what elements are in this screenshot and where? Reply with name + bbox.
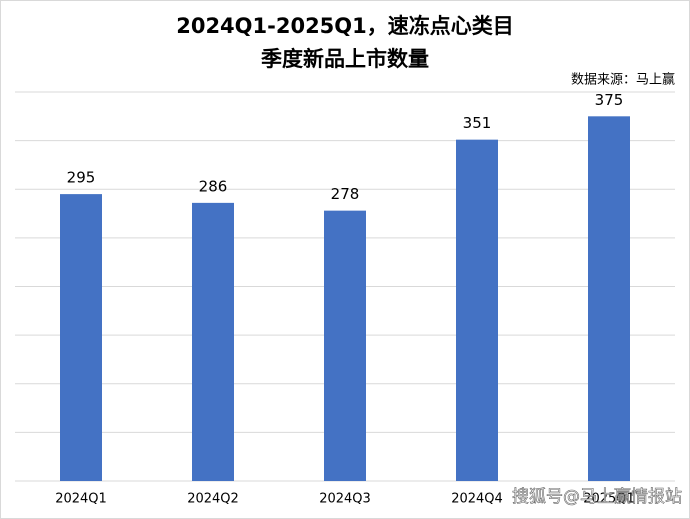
data-label: 375 (595, 91, 624, 109)
x-tick-label: 2025Q1 (583, 492, 635, 507)
watermark: 搜狐号@马上赢情报站 (512, 487, 682, 507)
x-tick-label: 2024Q2 (187, 492, 239, 507)
bar (456, 139, 498, 481)
chart-subtitle: 季度新品上市数量 (261, 47, 429, 71)
source-note: 数据来源：马上赢 (571, 72, 675, 88)
chart-title: 2024Q1-2025Q1，速冻点心类目 (176, 14, 514, 38)
x-tick-label: 2024Q1 (55, 492, 107, 507)
bar (192, 202, 234, 482)
bar (60, 194, 102, 482)
data-label: 295 (67, 169, 96, 187)
bar (324, 210, 366, 481)
x-tick-label: 2024Q4 (451, 492, 503, 507)
x-tick-label: 2024Q3 (319, 492, 371, 507)
data-label: 351 (463, 114, 492, 132)
data-label: 286 (199, 177, 228, 195)
data-label: 278 (331, 185, 360, 203)
bar (588, 116, 630, 481)
